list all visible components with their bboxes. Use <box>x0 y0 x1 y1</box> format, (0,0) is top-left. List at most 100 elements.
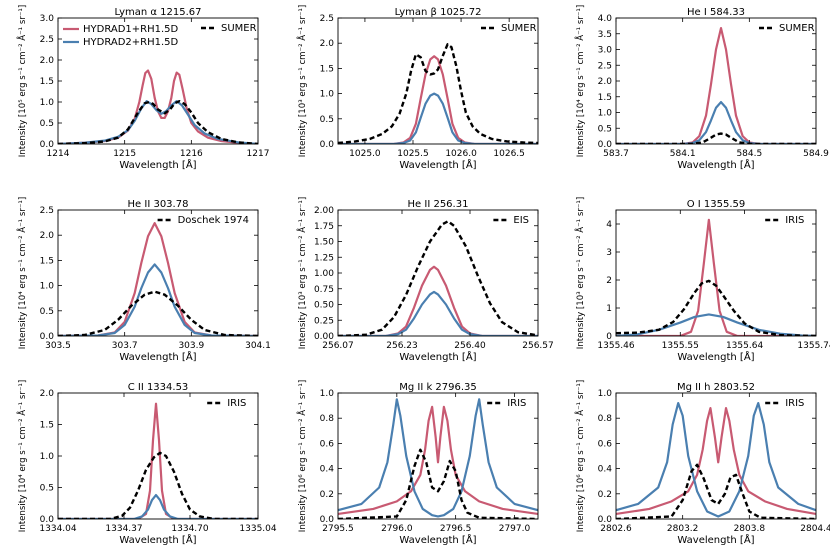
y-tick-label: 0.5 <box>40 119 54 129</box>
y-tick-label: 1.0 <box>40 98 55 108</box>
y-axis-label: Intensity [10⁶ erg s⁻¹ cm⁻² Å⁻¹ sr⁻¹] <box>574 380 586 532</box>
legend-label-obs: Doschek 1974 <box>178 215 249 226</box>
x-tick-label: 1355.46 <box>597 341 634 351</box>
chart-title: He II 256.31 <box>408 199 469 210</box>
panel-5: 256.07 256.23 256.40 256.57 0.00 0.25 0.50 0.75… <box>296 197 554 363</box>
series-line-hydrad1-rh1-5d <box>616 26 816 144</box>
y-tick-label: 1.0 <box>598 109 613 119</box>
y-axis-label: Intensity [10⁴ erg s⁻¹ cm⁻² Å⁻¹ sr⁻¹] <box>16 380 28 532</box>
x-tick-label: 1355.55 <box>662 341 699 351</box>
series-line-hydrad2-rh1-5d <box>616 313 816 336</box>
x-tick-label: 256.23 <box>386 341 418 351</box>
y-tick-label: 0.25 <box>314 316 334 326</box>
y-tick-label: 0.5 <box>40 484 54 494</box>
x-tick-label: 2803.2 <box>667 524 699 534</box>
legend: EIS <box>493 215 529 226</box>
series-line-hydrad2-rh1-5d <box>338 290 538 336</box>
series-line-hydrad2-rh1-5d <box>338 92 538 144</box>
y-tick-label: 1.25 <box>314 253 334 263</box>
chart-title: Mg II h 2803.52 <box>677 382 755 393</box>
y-tick-label: 0.0 <box>320 140 335 150</box>
y-tick-label: 2.5 <box>598 61 612 71</box>
x-tick-label: 2796.0 <box>381 524 413 534</box>
legend-label-obs: IRIS <box>227 398 246 409</box>
y-tick-label: 1.00 <box>314 269 334 279</box>
series-group <box>58 69 258 144</box>
legend: IRIS <box>765 398 804 409</box>
x-axis-label: Wavelength [Å] <box>399 350 476 363</box>
series-line-eis <box>338 220 538 336</box>
y-tick-label: 1.5 <box>40 421 54 431</box>
x-tick-label: 584.9 <box>803 149 829 159</box>
y-tick-label: 0.5 <box>320 115 334 125</box>
x-tick-label: 1335.04 <box>239 524 276 534</box>
series-line-hydrad1-rh1-5d <box>338 265 538 336</box>
x-tick-label: 2804.4 <box>800 524 830 534</box>
series-line-hydrad1-rh1-5d <box>58 402 258 519</box>
x-tick-label: 1026.5 <box>493 149 525 159</box>
x-tick-label: 584.1 <box>670 149 696 159</box>
y-tick-label: 0.8 <box>598 414 613 424</box>
series-line-hydrad2-rh1-5d <box>616 401 816 518</box>
y-tick-label: 3.0 <box>40 14 55 24</box>
panel-9: 2802.6 2803.2 2803.8 2804.4 0.0 0.2 0.4 0.6 0.8 1… <box>574 380 830 546</box>
y-tick-label: 0.0 <box>40 332 55 342</box>
y-axis-label: Intensity [10⁴ erg s⁻¹ cm⁻² Å⁻¹ sr⁻¹] <box>16 197 28 349</box>
series-line-iris <box>616 279 816 336</box>
panel-6: 1355.46 1355.55 1355.64 1355.74 0 1 2 3 4 O I 135… <box>574 197 830 363</box>
plot-frame <box>337 392 539 520</box>
y-tick-label: 4 <box>606 220 612 230</box>
legend: SUMER HYDRAD1+RH1.5D HYDRAD2+RH1.5D <box>63 23 257 48</box>
x-tick-label: 2796.5 <box>440 524 472 534</box>
y-tick-label: 4.0 <box>598 14 613 24</box>
plot-frame <box>57 209 259 337</box>
y-tick-label: 1.0 <box>40 452 55 462</box>
series-line-hydrad1-rh1-5d <box>58 69 258 144</box>
y-tick-label: 0.75 <box>314 285 334 295</box>
y-tick-label: 2 <box>606 276 612 286</box>
y-tick-label: 1.0 <box>40 282 55 292</box>
series-line-sumer <box>58 99 258 144</box>
x-tick-label: 303.7 <box>112 341 138 351</box>
y-axis-label: Intensity [10³ erg s⁻¹ cm⁻² Å⁻¹ sr⁻¹] <box>574 197 586 349</box>
legend-label-1: HYDRAD1+RH1.5D <box>83 24 179 35</box>
x-tick-label: 1334.37 <box>105 524 142 534</box>
y-tick-label: 2.0 <box>40 389 55 399</box>
y-tick-label: 0.4 <box>320 465 335 475</box>
y-tick-label: 1.50 <box>314 238 334 248</box>
y-tick-label: 2.5 <box>40 35 54 45</box>
series-line-hydrad2-rh1-5d <box>58 263 258 336</box>
plot-frame <box>337 17 539 145</box>
series-line-hydrad2-rh1-5d <box>338 398 538 518</box>
panel-2: 1025.0 1025.5 1026.0 1026.5 0.0 0.5 1.0 1.5 2.0 2… <box>296 5 539 171</box>
y-tick-label: 2.0 <box>40 231 55 241</box>
x-tick-label: 2797.0 <box>499 524 531 534</box>
y-tick-label: 1.5 <box>40 256 54 266</box>
y-tick-label: 1 <box>606 304 612 314</box>
x-tick-label: 583.7 <box>603 149 629 159</box>
y-tick-label: 0.5 <box>40 307 54 317</box>
y-tick-label: 2.0 <box>40 56 55 66</box>
x-tick-label: 1216 <box>180 149 203 159</box>
x-tick-label: 2795.5 <box>322 524 354 534</box>
x-axis-label: Wavelength [Å] <box>399 533 476 546</box>
x-tick-label: 256.07 <box>322 341 354 351</box>
y-tick-label: 0.0 <box>320 515 335 525</box>
legend-label-obs: SUMER <box>501 23 537 34</box>
legend: SUMER <box>759 23 815 34</box>
series-line-hydrad1-rh1-5d <box>338 55 538 144</box>
series-line-hydrad1-rh1-5d <box>616 218 816 336</box>
series-line-sumer <box>616 132 816 144</box>
panel-1: 1214 1215 1216 1217 0.0 0.5 1.0 1.5 2.0 2.5 3.0 Lym… <box>16 5 269 171</box>
legend-label-obs: IRIS <box>507 398 526 409</box>
x-tick-label: 1217 <box>247 149 270 159</box>
y-tick-label: 0.50 <box>314 301 334 311</box>
y-tick-label: 1.75 <box>314 222 334 232</box>
chart-title: O I 1355.59 <box>687 199 746 210</box>
x-tick-label: 1026.0 <box>445 149 477 159</box>
y-tick-label: 3.5 <box>598 30 612 40</box>
y-tick-label: 1.0 <box>320 389 335 399</box>
y-tick-label: 2.0 <box>598 77 613 87</box>
y-tick-label: 2.0 <box>320 39 335 49</box>
